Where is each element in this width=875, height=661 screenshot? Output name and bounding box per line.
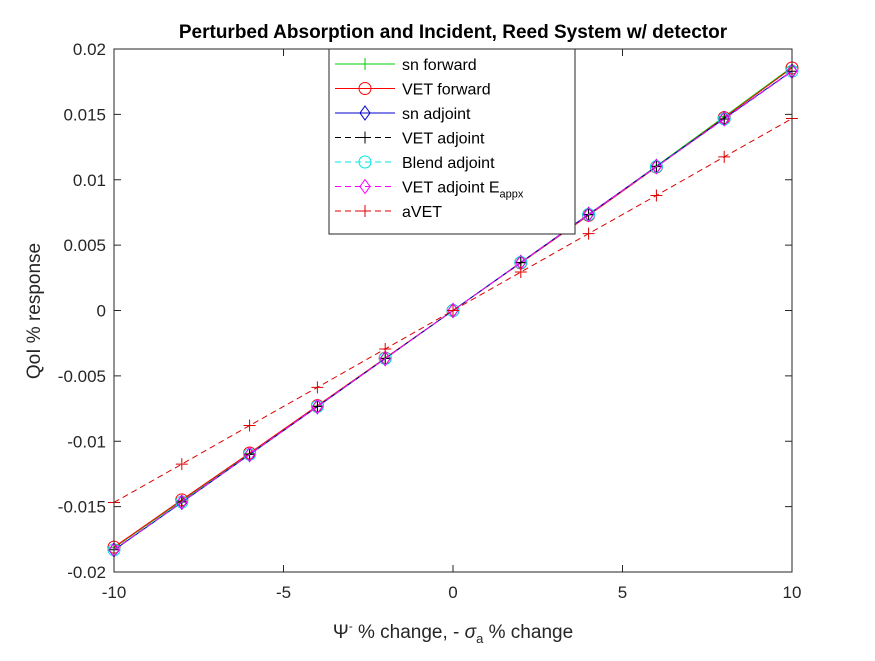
legend-label: Blend adjoint — [402, 155, 495, 172]
data-point — [311, 398, 324, 415]
legend-marker — [358, 155, 372, 169]
x-label-psi: Ψ — [333, 622, 349, 643]
data-point — [718, 111, 730, 127]
data-point — [310, 399, 324, 413]
x-tick-label: 10 — [783, 583, 802, 602]
y-tick-label: 0.015 — [63, 105, 106, 124]
data-point — [717, 112, 731, 126]
x-tick-label: 5 — [618, 583, 627, 602]
legend-box — [328, 48, 576, 235]
legend-item: VET forward — [335, 82, 491, 99]
x-tick-label: -10 — [102, 583, 127, 602]
x-label-sigma: σ — [465, 622, 478, 643]
y-tick-label: 0.02 — [73, 40, 106, 59]
y-axis-label: QoI % response — [24, 243, 45, 379]
data-point — [311, 400, 324, 413]
legend-marker — [359, 131, 371, 144]
data-point — [243, 447, 257, 461]
y-tick-label: -0.015 — [58, 498, 106, 517]
data-point — [514, 266, 527, 279]
y-tick-label: -0.005 — [58, 367, 106, 386]
legend-label: sn forward — [402, 57, 477, 74]
series-layer — [107, 61, 799, 558]
x-label-sup: - — [349, 619, 353, 633]
chart-title: Perturbed Absorption and Incident, Reed … — [179, 22, 728, 43]
y-tick-label: 0 — [97, 302, 106, 321]
x-tick-label: -5 — [276, 583, 291, 602]
legend-label: aVET — [402, 204, 442, 221]
data-point — [582, 208, 596, 222]
legend-marker — [358, 82, 372, 95]
data-point — [311, 381, 324, 394]
data-point — [175, 458, 188, 471]
data-point — [718, 112, 731, 125]
legend-label: VET forward — [402, 82, 491, 99]
legend-item: VET adjoint Eappx — [335, 178, 524, 201]
legend-item: Blend adjoint — [335, 155, 495, 172]
data-point — [650, 158, 663, 175]
legend-label: sn adjoint — [402, 106, 471, 123]
legend-item: aVET — [335, 204, 442, 221]
data-point — [243, 446, 256, 463]
legend-marker — [359, 205, 371, 217]
legend: sn forward VET forward sn adjoint VET adjoi… — [328, 48, 576, 235]
data-point — [176, 494, 188, 510]
data-point — [379, 350, 391, 367]
legend-marker — [359, 105, 371, 121]
x-label-middle: % change, - — [353, 622, 465, 643]
legend-item: VET adjoint — [335, 131, 485, 148]
legend-marker — [359, 178, 371, 195]
data-point — [718, 150, 731, 163]
data-point — [243, 419, 256, 432]
data-point — [650, 189, 663, 202]
legend-marker — [359, 58, 371, 70]
data-point — [582, 227, 595, 240]
data-point — [175, 495, 189, 509]
y-tick-label: 0.005 — [63, 236, 106, 255]
legend-label: VET adjoint Eappx — [402, 180, 524, 201]
x-tick-label: 0 — [448, 583, 457, 602]
legend-item: sn forward — [335, 57, 477, 74]
x-label-sub: a — [476, 631, 484, 646]
data-point — [649, 160, 663, 174]
legend-items: sn forward VET forward sn adjoint VET adjoi… — [335, 57, 524, 221]
legend-item: sn adjoint — [335, 105, 471, 123]
x-axis-label: Ψ- % change, - σa % change — [333, 619, 573, 646]
y-tick-label: -0.02 — [67, 563, 106, 582]
data-point — [447, 304, 459, 317]
data-point — [379, 342, 392, 355]
legend-label: VET adjoint — [402, 131, 485, 148]
legend-label-sub: appx — [500, 189, 524, 201]
tick-layer: -10 -5 0 5 10 -0.02 -0.015 -0.01 -0.005 0 0.005 0.0… — [58, 40, 802, 602]
data-point — [582, 206, 595, 223]
y-tick-label: 0.01 — [73, 171, 106, 190]
y-tick-label: -0.01 — [67, 432, 106, 451]
x-label-suffix: % change — [483, 622, 573, 643]
